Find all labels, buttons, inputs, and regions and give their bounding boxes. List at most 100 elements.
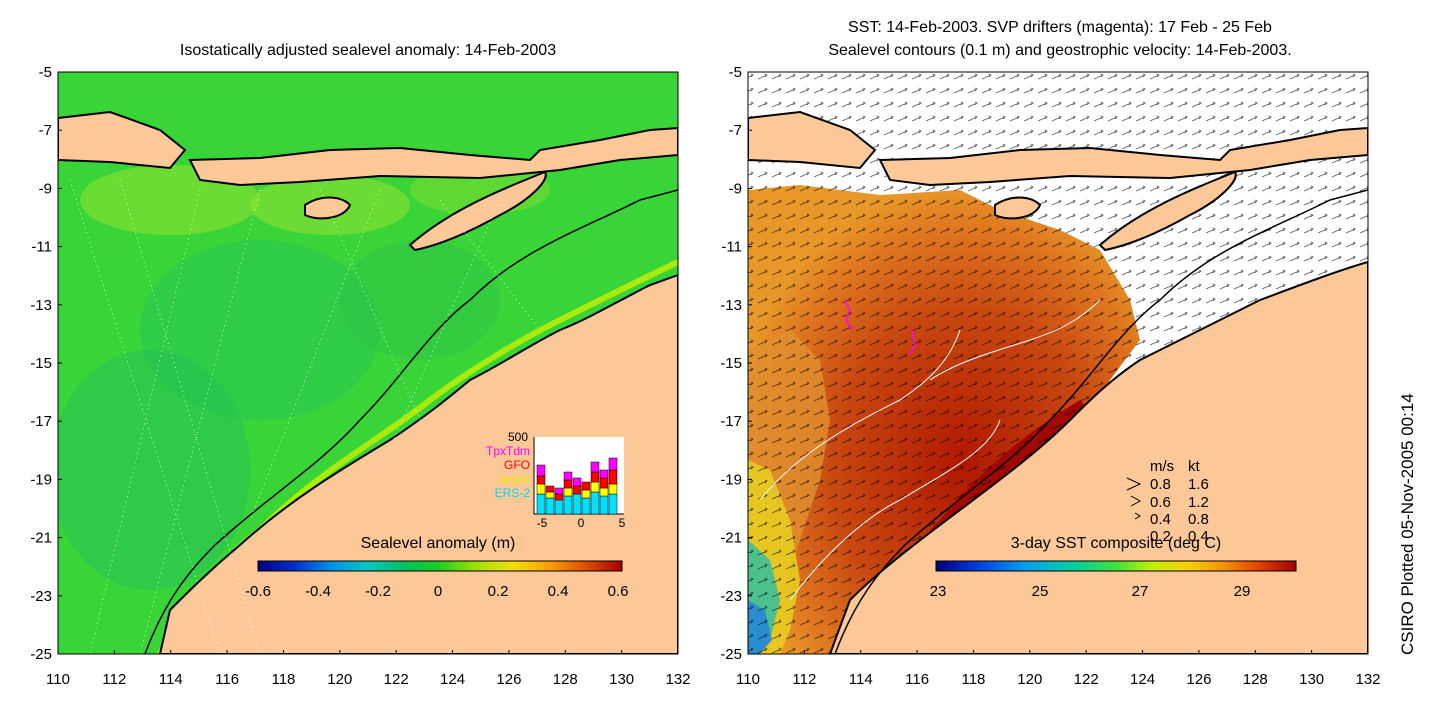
bathymetry-contour — [144, 189, 678, 654]
left-lon-tick: 132 — [665, 671, 690, 688]
sst-colorbar-tick: 25 — [1032, 583, 1049, 600]
left-lon-tick: 130 — [609, 671, 634, 688]
timor-island — [408, 170, 547, 252]
right-lon-tick: 114 — [849, 671, 873, 688]
left-lon-tick: 122 — [384, 671, 409, 688]
right-lat-tick: -25 — [720, 646, 742, 663]
sealevel-contours — [759, 299, 1101, 601]
inset-legend-gfo: GFO — [504, 458, 530, 472]
left-lat-tick: -19 — [30, 471, 52, 488]
sla-colorbar — [257, 560, 623, 572]
inset-x-tick: -5 — [537, 516, 548, 530]
right-lat-tick: -5 — [729, 64, 742, 81]
right-lon-tick: 130 — [1299, 671, 1324, 688]
left-lat-tick: -9 — [39, 180, 52, 197]
left-lon-tick: 114 — [159, 671, 183, 688]
right-map-title-line2: Sealevel contours (0.1 m) and geostrophi… — [828, 42, 1292, 59]
left-lon-tick: 116 — [215, 671, 239, 688]
velocity-arrow-icon — [1126, 477, 1142, 491]
right-map-title-line1: SST: 14-Feb-2003. SVP drifters (magenta)… — [848, 19, 1272, 36]
sla-colorbar-tick: -0.2 — [365, 583, 391, 600]
australia-land — [828, 260, 1368, 654]
right-lat-tick: -7 — [729, 122, 742, 139]
lesser-sunda-islands — [878, 126, 1368, 187]
left-lon-tick: 128 — [553, 671, 578, 688]
svp-drifter-track — [909, 329, 916, 356]
right-lon-tick: 120 — [1017, 671, 1042, 688]
sumba-island — [304, 196, 352, 220]
sla-colorbar-label: Sealevel anomaly (m) — [361, 535, 516, 552]
sla-colorbar-tick: -0.6 — [245, 583, 271, 600]
left-lat-tick: -25 — [30, 646, 52, 663]
right-lon-tick: 124 — [1130, 671, 1155, 688]
left-lat-tick: -11 — [31, 239, 52, 256]
sst-colorbar — [935, 560, 1297, 572]
right-lat-tick: -15 — [720, 355, 742, 372]
data-count-inset: 500 TpxTdm GFO Jason ERS-2 -5 0 5 — [486, 430, 626, 530]
velocity-legend-ms: 0.2 — [1150, 528, 1171, 545]
left-lon-tick: 126 — [496, 671, 521, 688]
left-lat-tick: -17 — [30, 413, 52, 430]
left-lat-tick: -15 — [30, 355, 52, 372]
sla-colorbar-tick: 0.4 — [548, 583, 569, 600]
right-lon-tick: 110 — [736, 671, 760, 688]
left-lon-tick: 124 — [440, 671, 465, 688]
inset-x-tick: 0 — [578, 516, 585, 530]
right-lon-tick: 116 — [905, 671, 929, 688]
velocity-scale-legend: m/s kt 0.8 1.6 0.6 1.2 0.4 0.8 0.2 0.4 — [1126, 458, 1209, 545]
velocity-legend-ms: 0.4 — [1150, 511, 1171, 528]
right-lat-tick: -13 — [720, 297, 742, 314]
sla-map: Sealevel anomaly (m) -0.6 -0.4 -0.2 0 0.… — [58, 72, 678, 654]
left-lon-tick: 112 — [102, 671, 126, 688]
java-island — [58, 110, 187, 170]
sst-colorbar-tick: 29 — [1234, 583, 1251, 600]
left-map-title: Isostatically adjusted sealevel anomaly:… — [179, 42, 557, 59]
timor-island — [1098, 170, 1237, 252]
velocity-legend-header-kt: kt — [1188, 458, 1201, 475]
velocity-legend-header-ms: m/s — [1150, 458, 1174, 475]
velocity-legend-kt: 1.2 — [1188, 494, 1209, 511]
sst-map: 3-day SST composite (deg C) 23 25 27 29 … — [748, 72, 1368, 654]
right-lat-tick: -23 — [720, 588, 742, 605]
sst-colorbar-label: 3-day SST composite (deg C) — [1011, 535, 1221, 552]
sla-colorbar-tick: 0 — [434, 583, 442, 600]
left-lon-tick: 110 — [46, 671, 70, 688]
inset-ymax-label: 500 — [508, 430, 528, 444]
velocity-arrow-icon — [1134, 512, 1141, 520]
right-lon-tick: 122 — [1074, 671, 1099, 688]
map-axes: -5 -7 -9 -11 -13 -15 -17 -19 -21 -23 -25 110 112 114 1… — [30, 64, 1380, 688]
altimeter-tracks — [69, 179, 541, 654]
right-lat-tick: -11 — [721, 239, 742, 256]
velocity-legend-kt: 0.8 — [1188, 511, 1209, 528]
java-island — [748, 110, 877, 170]
right-lon-tick: 118 — [961, 671, 985, 688]
svp-drifter-track — [844, 299, 853, 331]
sla-colorbar-tick: 0.2 — [488, 583, 509, 600]
sumba-island — [994, 196, 1042, 220]
sla-colorbar-tick: 0.6 — [608, 583, 629, 600]
right-lon-tick: 126 — [1186, 671, 1211, 688]
left-lat-tick: -23 — [30, 588, 52, 605]
velocity-legend-ms: 0.6 — [1150, 494, 1171, 511]
inset-x-tick: 5 — [619, 516, 626, 530]
inset-legend-jason: Jason — [498, 472, 530, 486]
bathymetry-contour — [834, 189, 1368, 654]
inset-legend-ers2: ERS-2 — [495, 486, 531, 500]
sst-colorbar-tick: 27 — [1132, 583, 1149, 600]
right-lon-tick: 112 — [792, 671, 816, 688]
australia-land — [158, 273, 678, 654]
sla-low-patch — [58, 350, 250, 590]
left-lat-tick: -7 — [39, 122, 52, 139]
left-lat-tick: -21 — [30, 530, 52, 547]
lesser-sunda-islands — [188, 126, 678, 187]
right-lon-tick: 128 — [1243, 671, 1268, 688]
right-lat-tick: -21 — [720, 530, 742, 547]
velocity-legend-kt: 1.6 — [1188, 476, 1209, 493]
left-lat-tick: -5 — [39, 64, 52, 81]
sla-low-patch — [340, 240, 500, 360]
right-lon-tick: 132 — [1355, 671, 1380, 688]
left-lon-tick: 120 — [327, 671, 352, 688]
right-lat-tick: -9 — [729, 180, 742, 197]
right-lat-tick: -17 — [720, 413, 742, 430]
velocity-legend-kt: 0.4 — [1188, 528, 1209, 545]
